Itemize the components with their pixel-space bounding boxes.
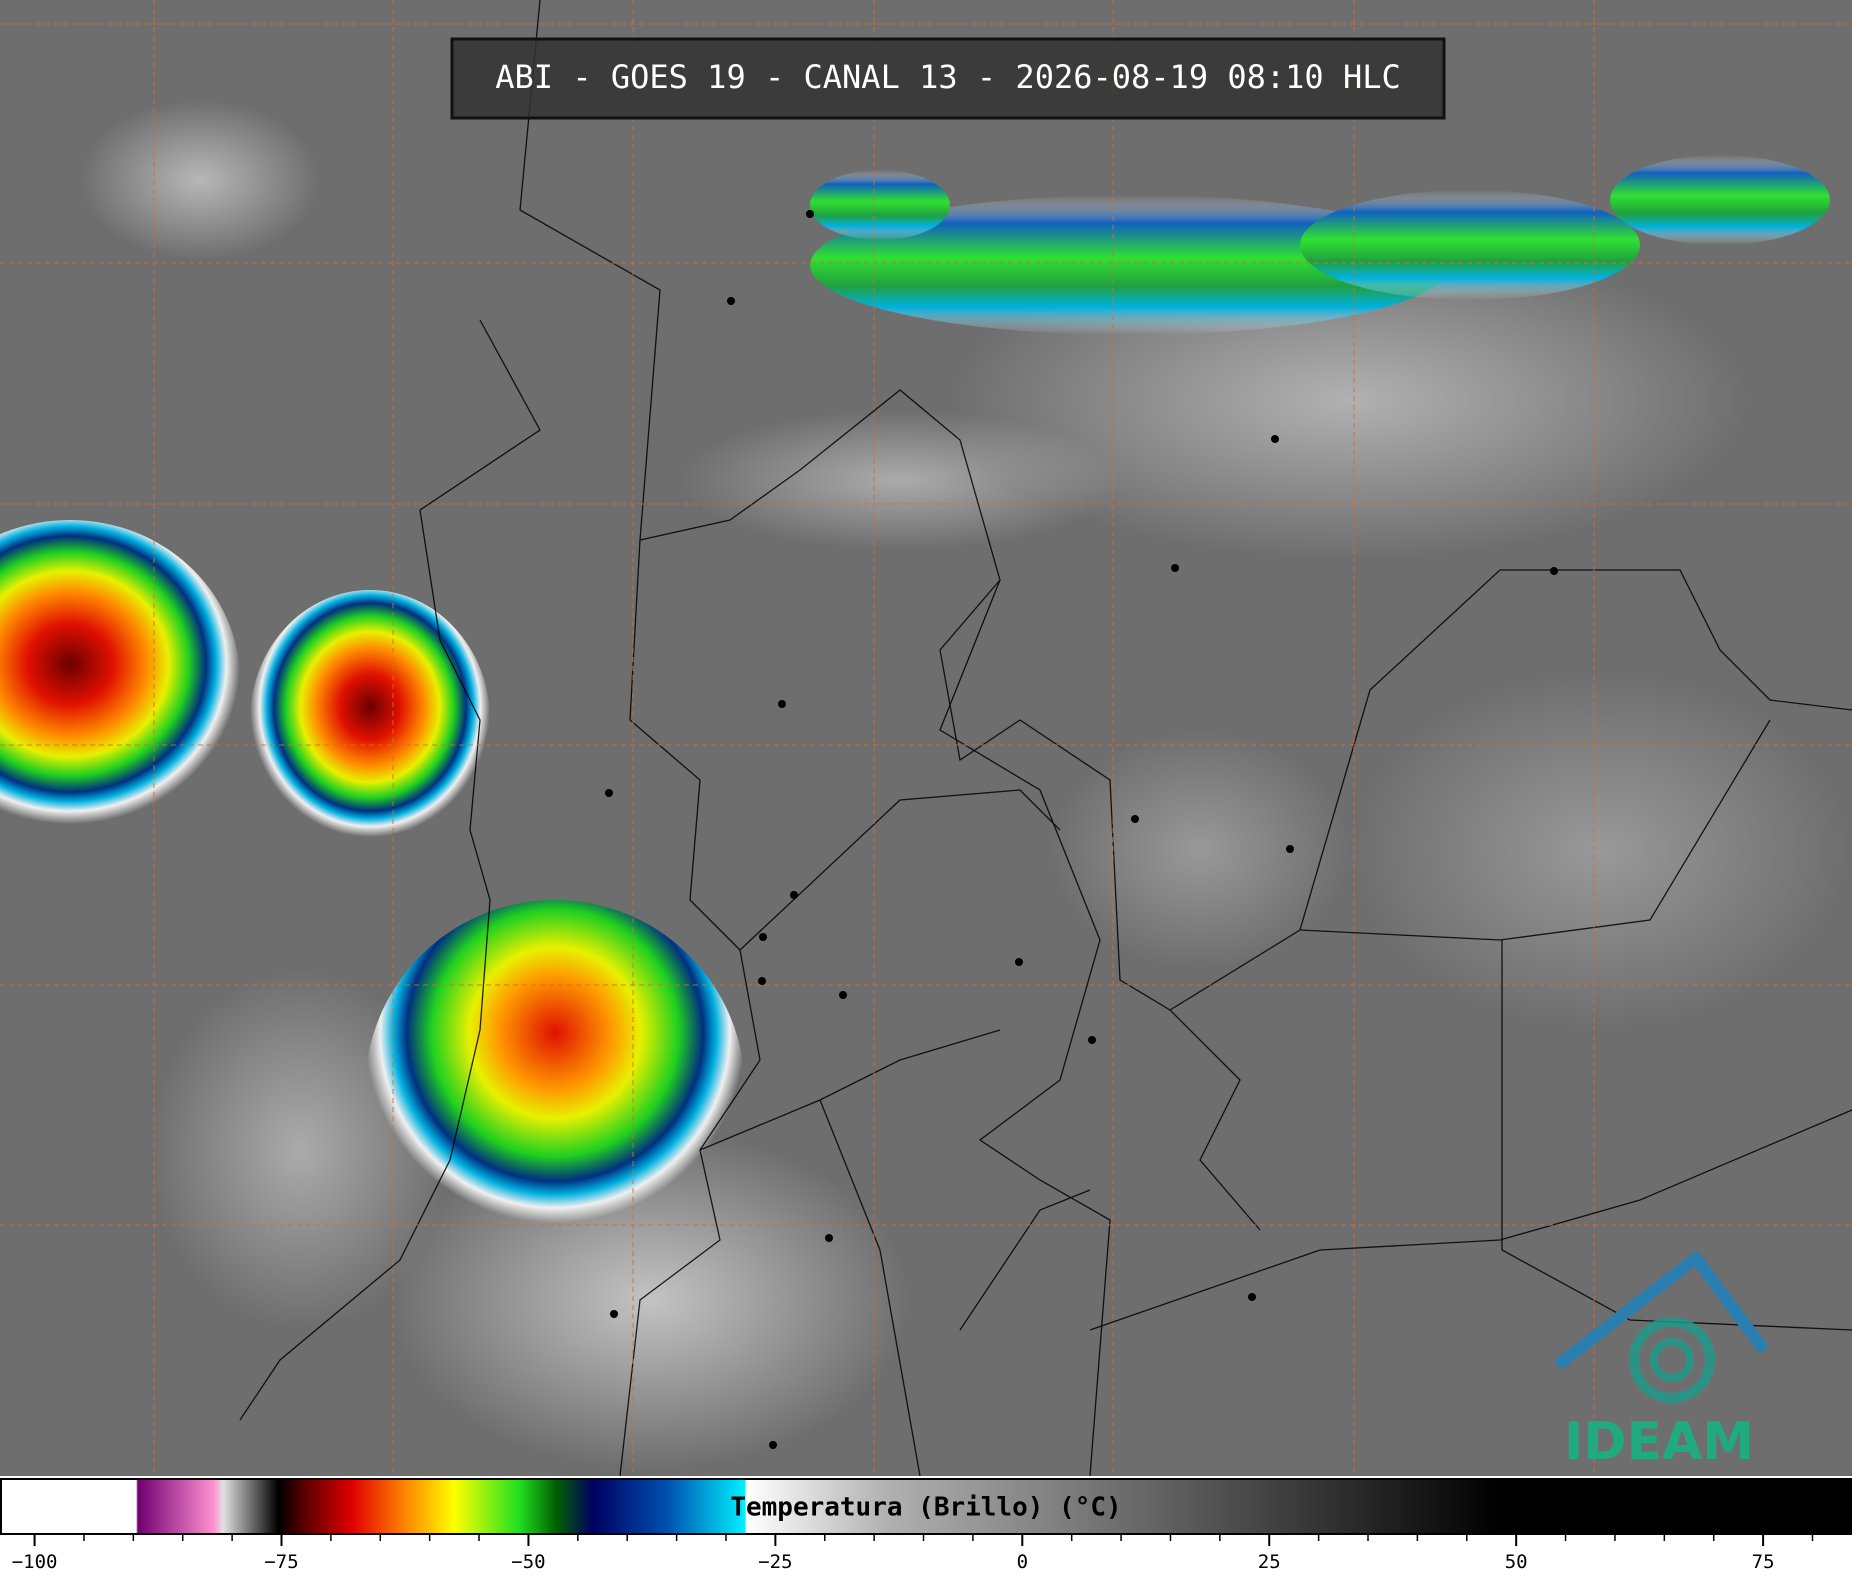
logo: IDEAM <box>1554 1252 1769 1472</box>
tick-label: 75 <box>1752 1551 1775 1573</box>
tick-label: −75 <box>264 1551 298 1573</box>
colorbar: Temperatura (Brillo) (°C) −100 −75 −50 −25 0… <box>0 1476 1852 1577</box>
imagery <box>0 0 1852 1477</box>
tick-label: −100 <box>12 1551 58 1573</box>
tick-label: 50 <box>1505 1551 1528 1573</box>
title-box: ABI - GOES 19 - CANAL 13 - 2026-08-19 08… <box>450 37 1446 120</box>
tick-label: −50 <box>511 1551 545 1573</box>
title: ABI - GOES 19 - CANAL 13 - 2026-08-19 08… <box>495 58 1400 96</box>
tick-label: −25 <box>758 1551 792 1573</box>
tick-label: 0 <box>1017 1551 1028 1573</box>
tick-label: 25 <box>1258 1551 1281 1573</box>
logo-text: IDEAM <box>1564 1412 1754 1472</box>
colorbar-label: Temperatura (Brillo) (°C) <box>730 1493 1121 1523</box>
